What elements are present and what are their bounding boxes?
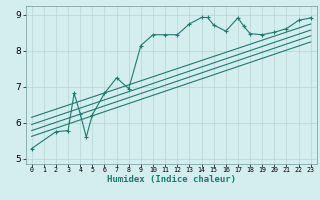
X-axis label: Humidex (Indice chaleur): Humidex (Indice chaleur) <box>107 175 236 184</box>
